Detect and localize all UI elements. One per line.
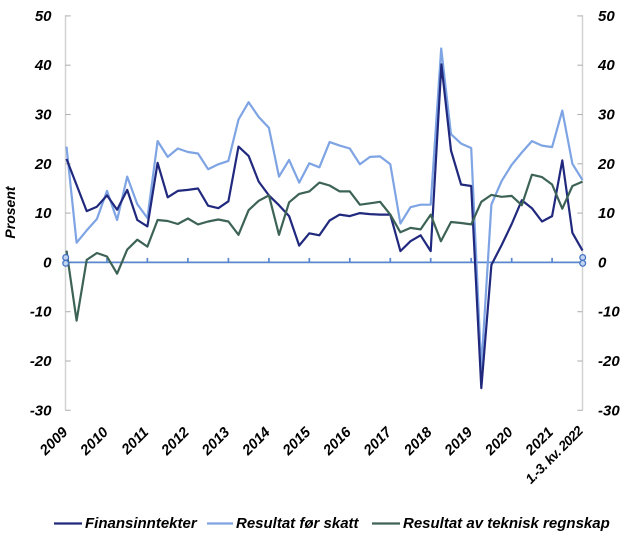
svg-text:Finansinntekter: Finansinntekter bbox=[85, 515, 198, 532]
svg-text:-10: -10 bbox=[598, 304, 620, 321]
svg-text:40: 40 bbox=[34, 57, 52, 74]
svg-text:-20: -20 bbox=[598, 353, 620, 370]
svg-text:0: 0 bbox=[43, 254, 52, 271]
svg-text:10: 10 bbox=[598, 205, 615, 222]
svg-text:Resultat før skatt: Resultat før skatt bbox=[236, 515, 360, 532]
svg-text:30: 30 bbox=[598, 107, 615, 124]
svg-text:Resultat av teknisk regnskap: Resultat av teknisk regnskap bbox=[403, 515, 610, 532]
svg-text:-20: -20 bbox=[30, 353, 52, 370]
svg-text:30: 30 bbox=[35, 107, 52, 124]
svg-text:-10: -10 bbox=[30, 304, 52, 321]
svg-text:40: 40 bbox=[597, 57, 615, 74]
svg-text:0: 0 bbox=[598, 254, 607, 271]
svg-text:20: 20 bbox=[34, 156, 52, 173]
svg-text:Prosent: Prosent bbox=[2, 185, 18, 238]
svg-text:-30: -30 bbox=[30, 402, 52, 419]
svg-text:50: 50 bbox=[598, 8, 615, 25]
svg-text:20: 20 bbox=[597, 156, 615, 173]
svg-text:10: 10 bbox=[35, 205, 52, 222]
svg-text:-30: -30 bbox=[598, 402, 620, 419]
svg-text:50: 50 bbox=[35, 8, 52, 25]
